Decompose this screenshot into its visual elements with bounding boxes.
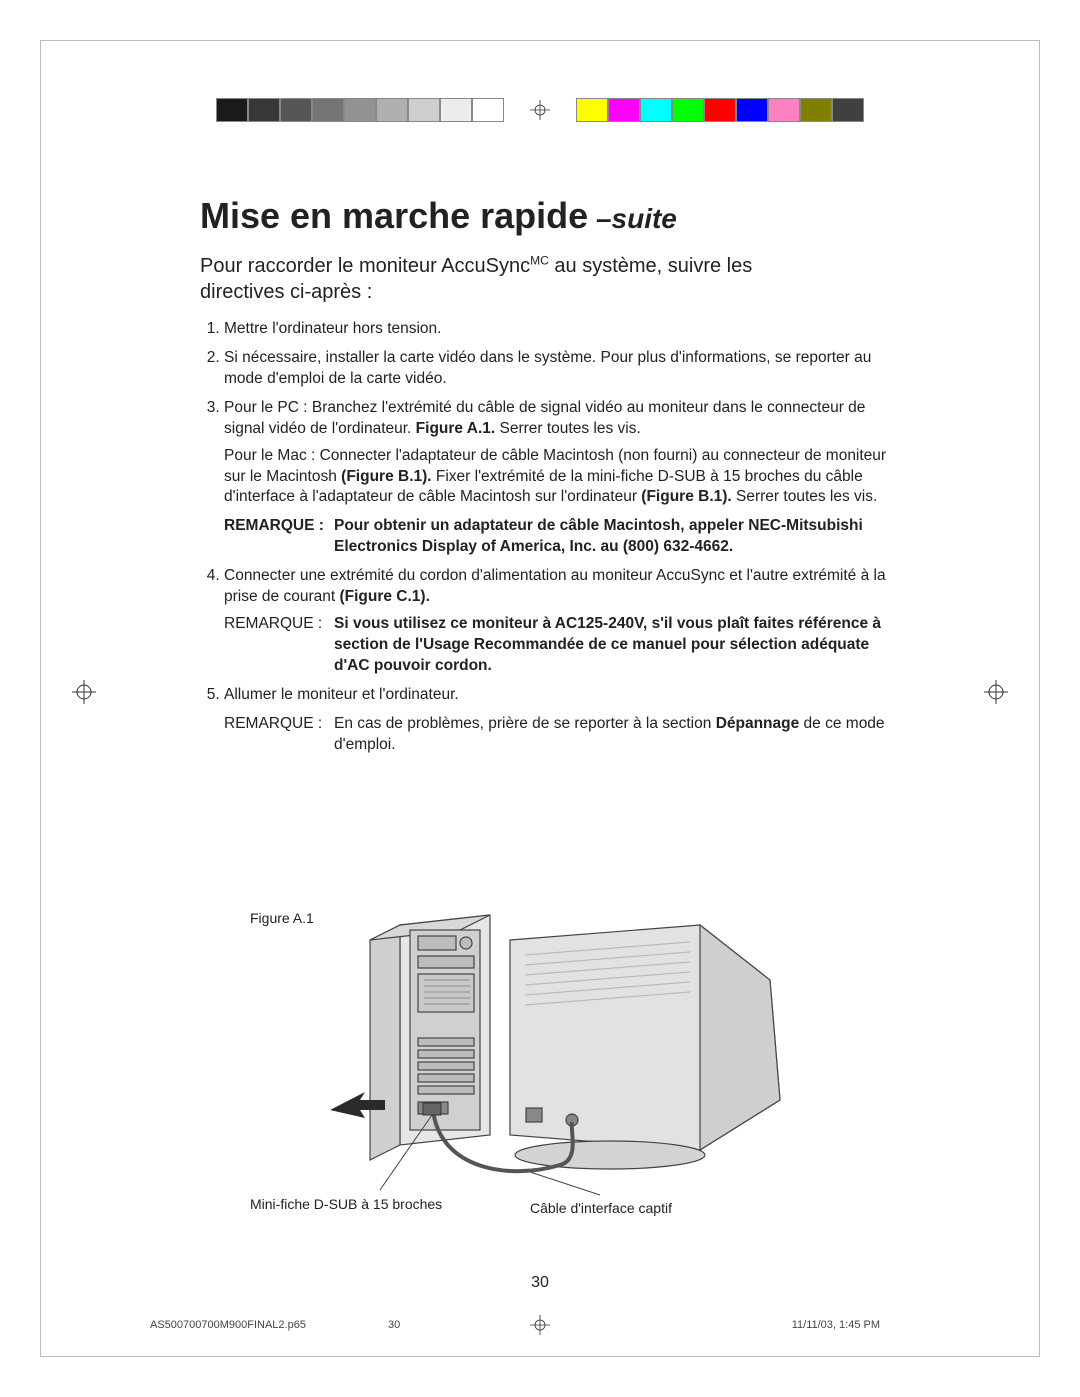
- footer-datetime: 11/11/03, 1:45 PM: [792, 1319, 880, 1331]
- registration-mark-left: [72, 680, 96, 709]
- remarque-2-text: Si vous utilisez ce moniteur à AC125-240…: [334, 614, 900, 677]
- color-swatch: [472, 98, 504, 122]
- color-swatch: [248, 98, 280, 122]
- remarque-3-text: En cas de problèmes, prière de se report…: [334, 714, 900, 756]
- step-3-b: Figure A.1.: [416, 420, 496, 437]
- intro-2: directives ci-après :: [200, 281, 372, 303]
- remarque-3-b: Dépannage: [716, 715, 800, 732]
- color-swatch: [640, 98, 672, 122]
- page-title: Mise en marche rapide –suite: [200, 195, 900, 237]
- footer: AS500700700M900FINAL2.p65 30 11/11/03, 1…: [0, 1315, 1080, 1339]
- figure-caption-1: Mini-fiche D-SUB à 15 broches: [250, 1196, 442, 1212]
- color-swatch: [376, 98, 408, 122]
- registration-mark-top: [530, 100, 550, 120]
- color-swatch: [768, 98, 800, 122]
- title-suffix: –suite: [588, 203, 677, 234]
- color-swatch: [832, 98, 864, 122]
- registration-mark-bottom: [530, 1315, 550, 1338]
- step-1-text: Mettre l'ordinateur hors tension.: [224, 320, 441, 337]
- remarque-3-label: REMARQUE :: [224, 714, 334, 756]
- color-swatch: [344, 98, 376, 122]
- color-swatch: [704, 98, 736, 122]
- steps-list: Mettre l'ordinateur hors tension. Si néc…: [200, 319, 900, 706]
- step-3-mac-b: (Figure B.1).: [341, 468, 431, 485]
- intro-1b: au système, suivre les: [549, 255, 752, 277]
- remarque-2-label: REMARQUE :: [224, 614, 334, 677]
- intro-paragraph: Pour raccorder le moniteur AccuSyncMC au…: [200, 253, 900, 305]
- color-swatch: [280, 98, 312, 122]
- remarque-2: REMARQUE : Si vous utilisez ce moniteur …: [224, 614, 900, 677]
- color-swatch: [440, 98, 472, 122]
- figure-a1: Figure A.1: [250, 870, 850, 1250]
- figure-illustration: [310, 870, 850, 1200]
- figure-caption-2: Câble d'interface captif: [530, 1200, 672, 1216]
- step-5-text: Allumer le moniteur et l'ordinateur.: [224, 686, 459, 703]
- color-swatch: [608, 98, 640, 122]
- remarque-3: REMARQUE : En cas de problèmes, prière d…: [200, 714, 900, 756]
- step-4-b: (Figure C.1).: [339, 588, 429, 605]
- step-5: Allumer le moniteur et l'ordinateur.: [224, 685, 900, 706]
- title-main: Mise en marche rapide: [200, 195, 588, 236]
- color-swatch: [800, 98, 832, 122]
- step-4-a: Connecter une extrémité du cordon d'alim…: [224, 567, 886, 605]
- step-1: Mettre l'ordinateur hors tension.: [224, 319, 900, 340]
- color-swatch: [576, 98, 608, 122]
- intro-sup: MC: [530, 253, 549, 267]
- footer-page: 30: [388, 1319, 400, 1331]
- page-number: 30: [531, 1274, 549, 1292]
- step-3-mac-e: Serrer toutes les vis.: [732, 488, 878, 505]
- step-3: Pour le PC : Branchez l'extrémité du câb…: [224, 398, 900, 558]
- color-swatch: [736, 98, 768, 122]
- color-swatch: [312, 98, 344, 122]
- registration-mark-right: [984, 680, 1008, 709]
- step-3-c: Serrer toutes les vis.: [495, 420, 641, 437]
- figure-label: Figure A.1: [250, 910, 314, 926]
- step-3-mac-d: (Figure B.1).: [641, 488, 731, 505]
- content-block: Mise en marche rapide –suite Pour raccor…: [200, 195, 900, 764]
- remarque-1-label: REMARQUE :: [224, 516, 334, 558]
- remarque-1-text: Pour obtenir un adaptateur de câble Maci…: [334, 516, 900, 558]
- remarque-3-a: En cas de problèmes, prière de se report…: [334, 715, 716, 732]
- printer-color-bar: [216, 98, 864, 122]
- footer-filename: AS500700700M900FINAL2.p65: [150, 1319, 306, 1331]
- intro-1a: Pour raccorder le moniteur AccuSync: [200, 255, 530, 277]
- step-3-mac: Pour le Mac : Connecter l'adaptateur de …: [224, 446, 900, 509]
- color-swatch: [216, 98, 248, 122]
- step-4: Connecter une extrémité du cordon d'alim…: [224, 566, 900, 677]
- color-swatch: [672, 98, 704, 122]
- step-2: Si nécessaire, installer la carte vidéo …: [224, 348, 900, 390]
- page: Mise en marche rapide –suite Pour raccor…: [0, 0, 1080, 1397]
- remarque-1: REMARQUE : Pour obtenir un adaptateur de…: [224, 516, 900, 558]
- color-swatch: [408, 98, 440, 122]
- step-2-text: Si nécessaire, installer la carte vidéo …: [224, 349, 871, 387]
